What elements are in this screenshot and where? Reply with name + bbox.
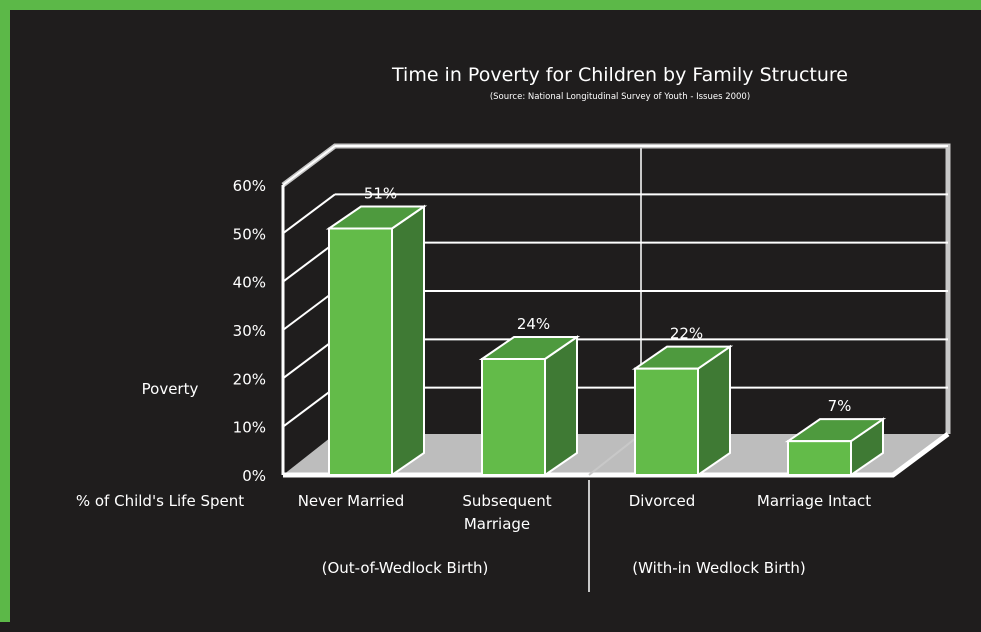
group-divider-floor	[588, 433, 642, 476]
y-tick-label: 30%	[233, 322, 266, 340]
category-label-marriage: Marriage	[464, 515, 530, 533]
bar-front	[328, 227, 393, 476]
gridline-diagonal	[282, 241, 336, 283]
category-label-subsequent: Subsequent	[462, 492, 551, 510]
category-label-marriage-intact: Marriage Intact	[757, 492, 871, 510]
bar-side	[544, 335, 578, 477]
chart-title: Time in Poverty for Children by Family S…	[391, 64, 848, 86]
bar-front	[634, 367, 699, 476]
gridline-diagonal	[282, 290, 336, 331]
bar	[784, 417, 887, 477]
bar-front	[787, 440, 852, 476]
chart-subtitle: (Source: National Longitudinal Survey of…	[490, 92, 750, 102]
chart: 0% 10% 20% 30% 40% 50% 60% 51% 24% 22% 7% Time in…	[76, 64, 951, 592]
bar-front	[481, 358, 546, 476]
gridline-diagonal	[282, 338, 336, 380]
y-tick-label: 40%	[233, 274, 266, 292]
value-label: 24%	[517, 315, 550, 333]
y-tick-label: 0%	[242, 467, 266, 485]
bar	[631, 344, 734, 477]
bars	[325, 204, 887, 477]
value-label: 51%	[364, 185, 397, 203]
y-axis-label-poverty: Poverty	[142, 380, 199, 398]
gridline-diagonal	[282, 193, 336, 235]
value-label: 7%	[828, 397, 852, 415]
value-label: 22%	[670, 325, 703, 343]
bar-side	[391, 204, 425, 477]
y-tick-label: 10%	[233, 419, 266, 437]
y-tick-label: 60%	[233, 177, 266, 195]
gridline-diagonal	[282, 145, 336, 186]
y-axis-label-life-spent: % of Child's Life Spent	[76, 492, 244, 510]
bar	[325, 204, 428, 477]
category-label-never-married: Never Married	[298, 492, 405, 510]
bar	[478, 335, 581, 477]
gridline-diagonal	[282, 386, 336, 428]
group-label-out-of-wedlock: (Out-of-Wedlock Birth)	[322, 559, 489, 577]
group-label-with-in-wedlock: (With-in Wedlock Birth)	[632, 559, 805, 577]
category-label-divorced: Divorced	[629, 492, 696, 510]
y-tick-label: 50%	[233, 225, 266, 243]
value-labels: 51% 24% 22% 7%	[364, 185, 852, 416]
y-tick-labels: 0% 10% 20% 30% 40% 50% 60%	[233, 177, 266, 485]
gridlines	[282, 145, 948, 428]
y-tick-label: 20%	[233, 370, 266, 388]
